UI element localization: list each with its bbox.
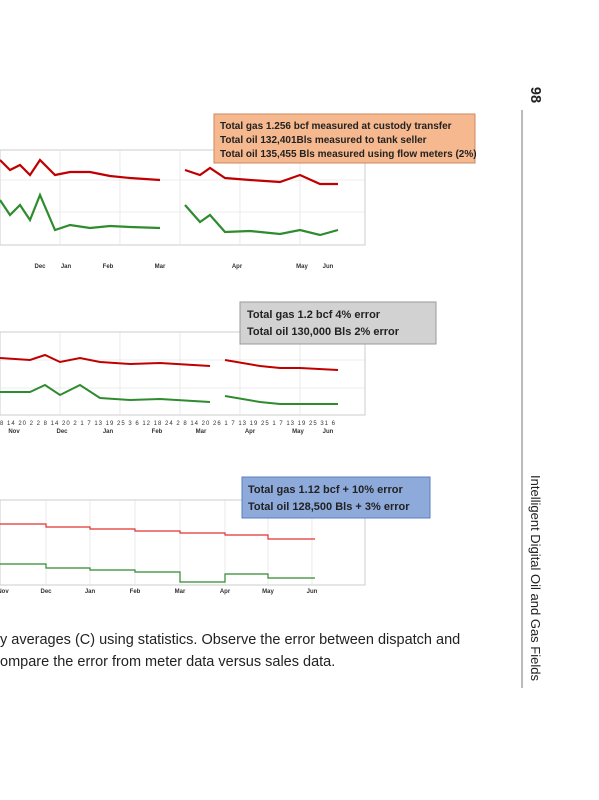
month-label: Mar (155, 264, 166, 270)
caption-line: y averages (C) using statistics. Observe… (0, 632, 460, 648)
month-label: Apr (220, 589, 231, 595)
month-label: Mar (175, 589, 186, 595)
trace-red (0, 158, 338, 186)
trace-red (0, 523, 315, 540)
month-label: Jun (323, 429, 334, 435)
month-label: Apr (245, 429, 256, 435)
month-label: Jun (307, 589, 318, 595)
box-line: Total oil 135,455 Bls measured using flo… (220, 149, 477, 160)
box-line: Total gas 1.256 bcf measured at custody … (220, 121, 452, 132)
caption-line: ompare the error from meter data versus … (0, 654, 335, 670)
month-label: Jun (323, 264, 334, 270)
month-label: Feb (103, 264, 114, 270)
trace-green (0, 563, 315, 583)
trace-green (0, 192, 339, 237)
month-label: Apr (232, 264, 243, 270)
month-label: Jan (103, 429, 114, 435)
grid (0, 499, 366, 586)
box-line: Total oil 130,000 Bls 2% error (247, 326, 400, 338)
month-label: May (292, 429, 304, 435)
month-label: Nov (0, 589, 9, 595)
month-label: Nov (8, 429, 20, 435)
box-line: Total oil 132,401Bls measured to tank se… (220, 135, 427, 146)
month-label: Dec (56, 429, 68, 435)
month-label: May (262, 589, 274, 595)
running-head: Intelligent Digital Oil and Gas Fields (528, 475, 543, 681)
month-label: Dec (40, 589, 52, 595)
month-label: Jan (85, 589, 96, 595)
annotation-box (241, 476, 431, 519)
trace-red (0, 353, 339, 371)
box-line: Total gas 1.2 bcf 4% error (247, 309, 381, 321)
annotation-box (239, 301, 437, 345)
box-line: Total oil 128,500 Bls + 3% error (248, 501, 410, 513)
month-label: Jan (61, 264, 72, 270)
month-label: Mar (196, 429, 207, 435)
page-number: 98 (527, 87, 543, 103)
grid (0, 149, 366, 246)
trace-green (0, 383, 338, 405)
month-label: Feb (152, 429, 163, 435)
month-label: Feb (130, 589, 141, 595)
box-line: Total gas 1.12 bcf + 10% error (248, 484, 403, 496)
month-label: May (296, 264, 308, 270)
grid (0, 331, 366, 416)
annotation-box (213, 113, 476, 164)
month-label: Dec (34, 264, 46, 270)
day-labels: 8 14 20 2 2 8 14 20 2 1 7 13 19 25 3 6 1… (0, 421, 336, 427)
